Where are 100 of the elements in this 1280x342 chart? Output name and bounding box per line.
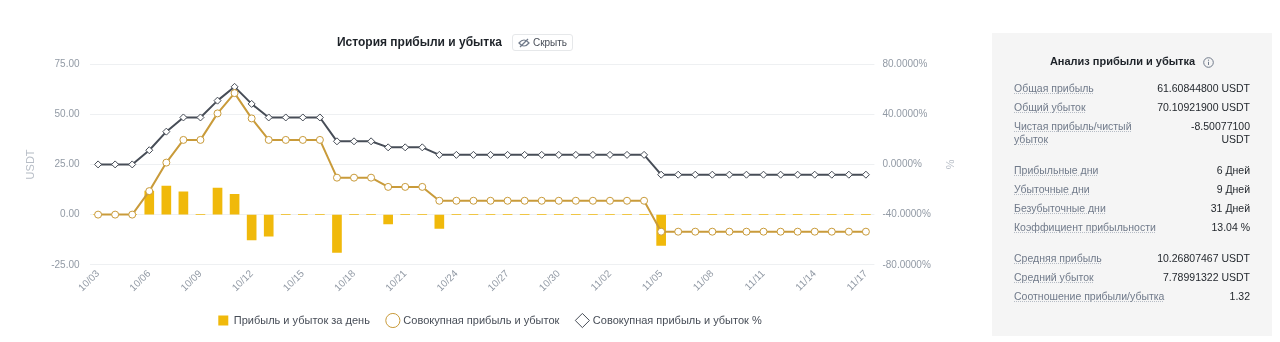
point — [128, 160, 137, 169]
point — [725, 227, 734, 236]
point — [588, 150, 597, 159]
text: -8.50077100 USDT — [1190, 119, 1250, 146]
text: 61.60844800 USDT — [1157, 81, 1250, 95]
point — [315, 135, 324, 144]
point — [332, 137, 341, 146]
point — [742, 170, 751, 179]
text: Безубыточные дни — [1014, 201, 1106, 215]
point — [571, 150, 580, 159]
text: Средняя прибыль — [1014, 251, 1102, 265]
text: Прибыльные дни — [1014, 163, 1099, 177]
y2-tick-label: 80.0000% — [882, 57, 928, 69]
point — [708, 227, 717, 236]
y-axis-title: USDT — [23, 149, 36, 180]
point — [640, 196, 649, 205]
bar — [332, 214, 342, 253]
point — [827, 227, 836, 236]
point — [503, 196, 512, 205]
y2-tick-label: -40.0000% — [882, 208, 931, 220]
point — [793, 227, 802, 236]
y2-tick-label: -80.0000% — [882, 258, 931, 270]
point — [520, 150, 529, 159]
text: Общий убыток — [1014, 100, 1086, 114]
text: Общая прибыль — [1014, 81, 1094, 95]
y-tick-label: -25.00 — [51, 258, 80, 270]
point — [332, 173, 341, 182]
point — [281, 113, 290, 122]
point — [623, 150, 632, 159]
point — [554, 150, 563, 159]
point — [776, 170, 785, 179]
point — [247, 114, 256, 123]
point — [298, 113, 307, 122]
point — [111, 160, 120, 169]
legend-label: Прибыль и убыток за день — [233, 313, 371, 326]
point — [315, 113, 324, 122]
point — [623, 196, 632, 205]
point — [418, 182, 427, 191]
text: 1.32 — [1229, 289, 1250, 303]
point — [861, 227, 870, 236]
point — [759, 227, 768, 236]
text: Средний убыток — [1014, 270, 1094, 284]
bar — [246, 214, 257, 241]
point — [691, 170, 700, 179]
point — [588, 196, 597, 205]
bar — [229, 194, 240, 215]
point — [281, 135, 290, 144]
point — [742, 227, 751, 236]
point — [162, 127, 171, 136]
point — [776, 227, 785, 236]
point — [196, 135, 205, 144]
point — [247, 99, 256, 108]
point — [128, 210, 137, 219]
point — [827, 170, 836, 179]
point — [605, 150, 614, 159]
point — [230, 82, 239, 91]
point — [571, 196, 580, 205]
point — [213, 96, 222, 105]
point — [401, 182, 410, 191]
point — [111, 210, 120, 219]
y2-tick-label: 40.0000% — [882, 107, 928, 119]
point — [230, 89, 239, 98]
point — [367, 173, 376, 182]
chart-title: История прибыли и убытка — [336, 34, 502, 49]
point — [725, 170, 734, 179]
point — [401, 143, 410, 152]
point — [810, 170, 819, 179]
point — [264, 113, 273, 122]
text: 9 Дней — [1216, 182, 1250, 196]
point — [674, 227, 683, 236]
point — [520, 196, 529, 205]
point — [452, 196, 461, 205]
text: 7.78991322 USDT — [1163, 270, 1250, 284]
text: Скрыть — [532, 37, 568, 48]
point — [213, 109, 222, 118]
point — [94, 210, 103, 219]
point — [537, 196, 546, 205]
point — [162, 158, 171, 167]
point — [179, 113, 188, 122]
point — [435, 196, 444, 205]
point — [264, 135, 273, 144]
point — [537, 150, 546, 159]
bar — [263, 214, 274, 237]
point — [94, 160, 103, 169]
point — [298, 135, 307, 144]
point — [384, 182, 393, 191]
point — [691, 227, 700, 236]
bar — [434, 214, 445, 229]
point — [657, 170, 666, 179]
bar — [212, 187, 223, 215]
text: 70.10921900 USDT — [1157, 100, 1250, 114]
y-tick-label: 50.00 — [54, 107, 80, 119]
y-tick-label: 25.00 — [54, 158, 80, 170]
point — [384, 143, 393, 152]
bar — [178, 191, 189, 215]
point — [708, 170, 717, 179]
legend-label: Совокупная прибыль и убыток % — [592, 313, 762, 326]
point — [179, 135, 188, 144]
point — [469, 150, 478, 159]
text: Анализ прибыли и убытка — [1048, 55, 1197, 68]
